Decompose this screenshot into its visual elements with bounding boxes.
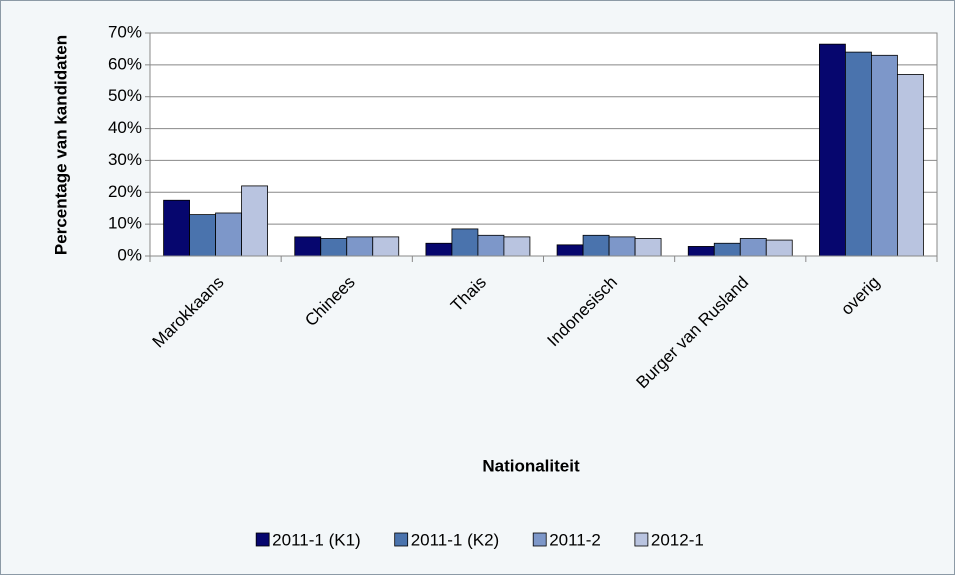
bar (897, 74, 924, 257)
bar (608, 236, 636, 257)
legend-label: 2011-2 (549, 530, 601, 549)
legend-swatch (532, 532, 547, 547)
y-tick-label: 0% (117, 245, 142, 264)
legend-label: 2011-1 (K2) (411, 530, 500, 549)
bar (634, 238, 662, 257)
legend-swatch (634, 532, 649, 547)
bar (503, 236, 531, 257)
y-tick-label: 30% (108, 150, 142, 169)
y-tick-label: 10% (108, 214, 142, 233)
bar (163, 199, 190, 257)
bar (294, 236, 322, 257)
bar (765, 239, 793, 257)
plot-area (149, 32, 938, 257)
bar (845, 51, 872, 257)
bar (451, 228, 479, 257)
legend-swatch (255, 532, 270, 547)
bar (556, 244, 584, 257)
bar (477, 234, 505, 257)
bar (713, 242, 741, 257)
bar (687, 246, 715, 257)
bar (241, 185, 268, 257)
y-tick-label: 70% (108, 22, 142, 41)
bar (739, 238, 767, 257)
bar (320, 238, 348, 257)
legend-label: 2011-1 (K1) (272, 530, 361, 549)
bar (372, 236, 400, 257)
bar (425, 242, 453, 257)
bar (346, 236, 374, 257)
bar (582, 234, 610, 257)
x-axis-title: Nationaliteit (482, 456, 580, 475)
y-axis-title: Percentage van kandidaten (51, 35, 70, 255)
y-tick-label: 20% (108, 182, 142, 201)
legend-label: 2012-1 (651, 530, 704, 549)
bar (819, 43, 846, 257)
y-tick-label: 60% (108, 54, 142, 73)
bar (189, 214, 216, 257)
legend-swatch (394, 532, 409, 547)
bar (215, 212, 242, 257)
y-tick-label: 40% (108, 118, 142, 137)
y-tick-label: 50% (108, 86, 142, 105)
bar (871, 54, 898, 257)
